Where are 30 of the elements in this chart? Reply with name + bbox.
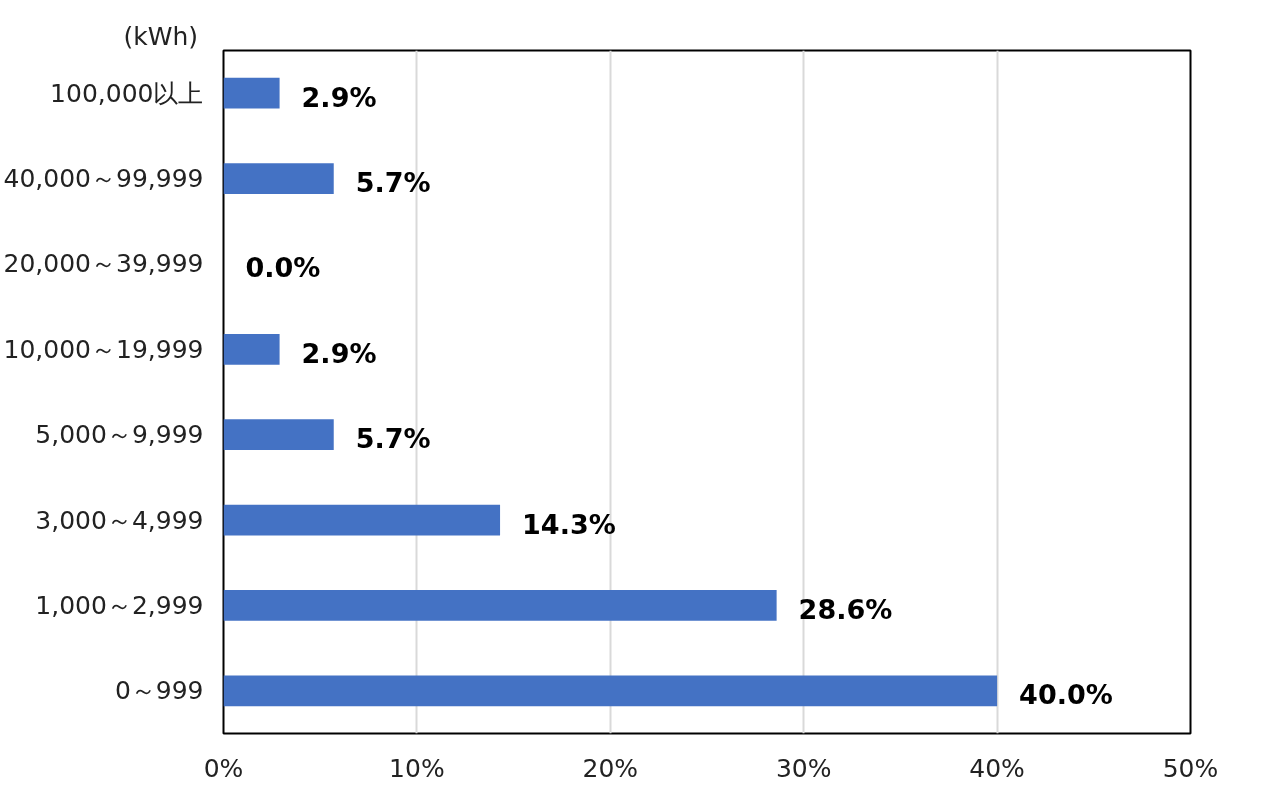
x-tick-label: 0% bbox=[203, 753, 244, 783]
y-tick-label: 10,000～19,999 bbox=[3, 334, 204, 364]
y-tick-label: 5,000～9,999 bbox=[35, 420, 204, 450]
data-label: 2.9% bbox=[301, 81, 377, 113]
bar bbox=[223, 504, 501, 536]
x-tick-label: 20% bbox=[582, 753, 639, 783]
bar bbox=[223, 590, 777, 621]
x-tick-label: 10% bbox=[389, 753, 445, 783]
bar bbox=[223, 333, 280, 365]
y-tick-label: 100,000以上 bbox=[50, 78, 204, 108]
data-label: 14.3% bbox=[522, 508, 616, 540]
y-tick-label: 0～999 bbox=[114, 676, 204, 706]
bar bbox=[223, 419, 334, 451]
x-tick-label: 50% bbox=[1162, 753, 1219, 783]
bar bbox=[223, 675, 998, 707]
data-label: 28.6% bbox=[798, 593, 893, 625]
data-label: 0.0% bbox=[245, 252, 321, 284]
data-label: 40.0% bbox=[1019, 679, 1113, 711]
y-tick-label: 3,000～4,999 bbox=[35, 505, 204, 535]
x-tick-label: 40% bbox=[969, 753, 1025, 783]
y-tick-label: 40,000～99,999 bbox=[3, 164, 204, 194]
data-label: 5.7% bbox=[355, 423, 431, 455]
bar bbox=[223, 163, 334, 194]
y-tick-label: 1,000～2,999 bbox=[35, 590, 204, 620]
data-label: 5.7% bbox=[355, 167, 431, 199]
y-axis-title: (kWh) bbox=[123, 21, 199, 51]
data-label: 2.9% bbox=[301, 337, 377, 369]
bar bbox=[223, 77, 280, 109]
y-tick-label: 20,000～39,999 bbox=[3, 249, 204, 279]
x-tick-label: 30% bbox=[775, 753, 832, 783]
